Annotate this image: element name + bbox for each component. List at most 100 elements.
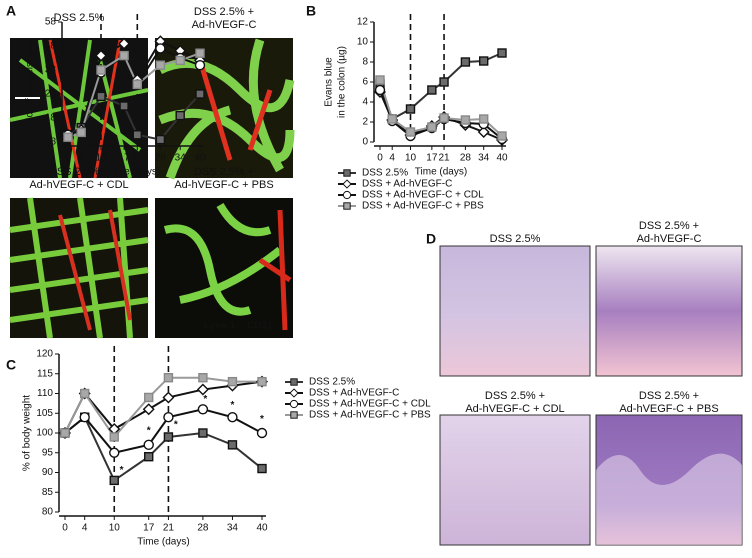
image-label: DSS 2.5% +	[194, 166, 254, 178]
x-tick-label: 21	[132, 153, 144, 164]
marker	[96, 65, 106, 75]
marker	[155, 60, 166, 70]
image	[439, 245, 591, 377]
annotation: *	[147, 426, 151, 437]
y-tick-label: 110	[37, 388, 53, 399]
image-label: Ad-hVEGF-C + CDL	[29, 179, 128, 191]
y-tick-label: 8	[362, 57, 368, 68]
y-tick-label: 38	[45, 65, 57, 76]
panel-a-images	[9, 38, 295, 339]
image-label: Ad-hVEGF-C	[192, 19, 257, 31]
image-label: DSS 2.5%	[490, 233, 541, 245]
x-tick-label: 0	[377, 153, 383, 164]
marker	[132, 79, 143, 90]
marker	[155, 43, 166, 54]
marker	[119, 50, 129, 61]
marker	[405, 104, 416, 114]
marker	[163, 432, 174, 442]
image-label: DSS 2.5% +	[639, 390, 699, 402]
image	[439, 414, 591, 546]
legend-label: DSS 2.5%	[309, 377, 355, 388]
marker	[60, 428, 70, 438]
marker	[343, 202, 351, 210]
y-tick-label: 18	[45, 113, 57, 124]
marker	[227, 376, 238, 387]
y-tick-label: 12	[357, 17, 369, 28]
marker	[290, 411, 298, 419]
y-tick-label: 0	[362, 137, 368, 148]
legend-label: DSS + Ad-hVEGF-C + PBS	[309, 410, 431, 421]
image-detail	[58, 209, 132, 331]
marker	[95, 49, 107, 62]
marker	[439, 77, 449, 87]
x-axis-label: Time (days)	[415, 167, 467, 178]
y-axis-label: % of body weight	[22, 395, 33, 471]
image-label: DSS 2.5% +	[194, 6, 254, 18]
image	[595, 245, 743, 377]
marker	[109, 447, 120, 458]
y-tick-label: 80	[42, 507, 54, 518]
image-label: Ad-hVEGF-C + PBS	[619, 403, 718, 415]
image-label: Ad-hVEGF-C	[637, 233, 702, 245]
image-label: DSS 2.5% +	[639, 220, 699, 232]
x-tick-label: 34	[175, 153, 187, 164]
y-axis-label: Evans blue	[324, 57, 335, 107]
marker	[197, 404, 209, 415]
panel-label: B	[306, 3, 316, 19]
marker	[144, 452, 154, 462]
marker	[195, 48, 205, 58]
y-tick-label: 100	[36, 428, 53, 439]
series-line	[64, 376, 262, 439]
image-detail	[596, 453, 742, 545]
marker	[479, 114, 489, 124]
x-tick-label: 17	[426, 153, 438, 164]
y-tick-label: 28	[45, 89, 57, 100]
x-tick-label: 34	[478, 153, 490, 164]
marker	[289, 388, 299, 398]
marker	[427, 85, 437, 95]
marker	[343, 169, 351, 177]
x-tick-label: 34	[227, 523, 239, 534]
x-tick-label: 21	[438, 153, 450, 164]
image-label: DSS 2.5% +	[485, 390, 545, 402]
panel-label: D	[426, 231, 436, 247]
x-tick-label: 17	[143, 523, 155, 534]
marker	[290, 378, 298, 386]
legend-label: DSS + Ad-hVEGF-C	[362, 179, 452, 190]
image-detail	[258, 209, 292, 331]
marker	[196, 383, 209, 396]
y-tick-label: 58	[45, 17, 57, 28]
y-tick-label: 48	[45, 41, 57, 52]
marker	[79, 412, 90, 423]
image-label: Ad-hVEGF-C + CDL	[465, 403, 564, 415]
panel-label: C	[6, 357, 16, 373]
y-tick-label: 2	[362, 117, 368, 128]
marker	[163, 373, 174, 383]
marker	[132, 130, 143, 140]
legend-label: DSS + Ad-hVEGF-C + PBS	[362, 201, 484, 212]
marker	[96, 91, 106, 102]
x-tick-label: 10	[109, 523, 121, 534]
y-tick-label: 6	[362, 77, 368, 88]
image-label: Ad-hVEGF-C + PBS	[174, 179, 273, 191]
x-tick-label: 0	[62, 523, 68, 534]
x-tick-label: 4	[82, 523, 88, 534]
annotation: *	[203, 394, 207, 405]
marker	[479, 56, 489, 66]
marker	[63, 132, 73, 142]
marker	[119, 101, 129, 111]
marker	[460, 115, 471, 125]
marker	[342, 190, 352, 200]
legend-label: DSS + Ad-hVEGF-C	[309, 388, 399, 399]
marker	[143, 439, 154, 451]
marker	[375, 75, 385, 85]
y-tick-label: 95	[42, 447, 54, 458]
marker	[76, 127, 86, 138]
annotation: *	[120, 465, 124, 476]
marker	[289, 399, 299, 409]
marker	[257, 463, 267, 474]
marker	[109, 432, 119, 442]
marker	[109, 475, 119, 486]
x-tick-label: 40	[194, 153, 206, 164]
